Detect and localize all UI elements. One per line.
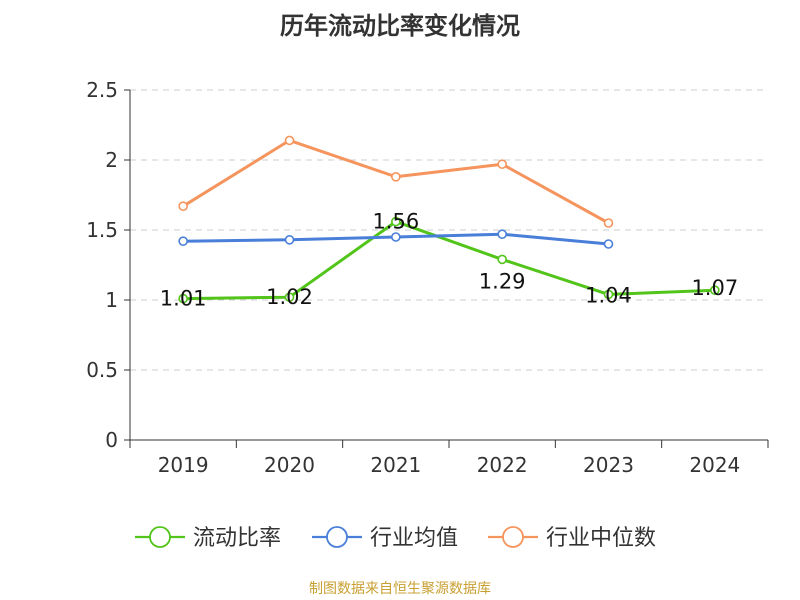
data-point[interactable] xyxy=(284,235,295,245)
legend[interactable]: 流动比率 行业均值 行业中位数 xyxy=(135,526,656,551)
data-point[interactable] xyxy=(497,229,507,239)
data-point[interactable] xyxy=(497,254,507,265)
y-tick-label: 0 xyxy=(105,428,118,452)
x-tick-label: 2020 xyxy=(264,453,315,477)
chart-title: 历年流动比率变化情况 xyxy=(280,12,520,40)
source-note: 制图数据来自恒生聚源数据库 xyxy=(309,581,491,597)
data-label: 1.56 xyxy=(372,210,419,234)
legend-label: 流动比率 xyxy=(193,526,281,551)
data-point[interactable] xyxy=(391,216,401,227)
axes: 0 0.5 1 1.5 2 2.5 2019 2020 2021 2022 2023 2024 xyxy=(86,78,769,477)
data-point[interactable] xyxy=(603,289,614,300)
legend-item[interactable]: 流动比率 xyxy=(135,526,281,551)
x-tick-label: 2023 xyxy=(583,453,634,477)
data-label: 1.01 xyxy=(160,287,207,311)
data-label: 1.29 xyxy=(479,269,526,293)
legend-label: 行业均值 xyxy=(370,526,458,551)
series-lines xyxy=(178,135,720,304)
legend-marker xyxy=(502,526,524,548)
data-point[interactable] xyxy=(497,159,507,169)
legend-marker xyxy=(149,526,171,548)
x-tick-label: 2022 xyxy=(477,453,528,477)
data-point[interactable] xyxy=(603,218,614,228)
x-tick-label: 2021 xyxy=(370,453,421,477)
y-tick-label: 1 xyxy=(105,288,118,312)
data-point[interactable] xyxy=(284,135,295,146)
data-label: 1.07 xyxy=(691,276,738,300)
gridlines xyxy=(130,89,768,371)
data-label: 1.02 xyxy=(266,285,313,309)
series-line xyxy=(183,220,715,301)
legend-item[interactable]: 行业中位数 xyxy=(488,526,656,551)
y-tick-label: 1.5 xyxy=(86,218,118,242)
data-labels: 1.01 1.02 1.56 1.29 1.04 1.07 xyxy=(160,210,738,311)
legend-item[interactable]: 行业均值 xyxy=(312,526,458,551)
data-point[interactable] xyxy=(178,201,188,211)
x-tick-label: 2024 xyxy=(689,453,740,477)
x-tick-label: 2019 xyxy=(158,453,209,477)
y-tick-label: 0.5 xyxy=(86,358,118,382)
data-point[interactable] xyxy=(710,285,720,296)
legend-marker xyxy=(326,526,348,548)
data-label: 1.04 xyxy=(585,283,632,307)
series-2 xyxy=(178,229,614,249)
legend-label: 行业中位数 xyxy=(546,526,656,551)
data-point[interactable] xyxy=(391,172,401,182)
data-point[interactable] xyxy=(284,292,295,303)
series-3 xyxy=(178,135,614,228)
y-tick-label: 2.5 xyxy=(86,78,118,102)
data-point[interactable] xyxy=(603,239,614,249)
series-1 xyxy=(178,216,720,304)
data-point[interactable] xyxy=(178,236,188,246)
data-point[interactable] xyxy=(178,293,188,304)
y-tick-label: 2 xyxy=(105,148,118,172)
data-point[interactable] xyxy=(391,232,401,242)
